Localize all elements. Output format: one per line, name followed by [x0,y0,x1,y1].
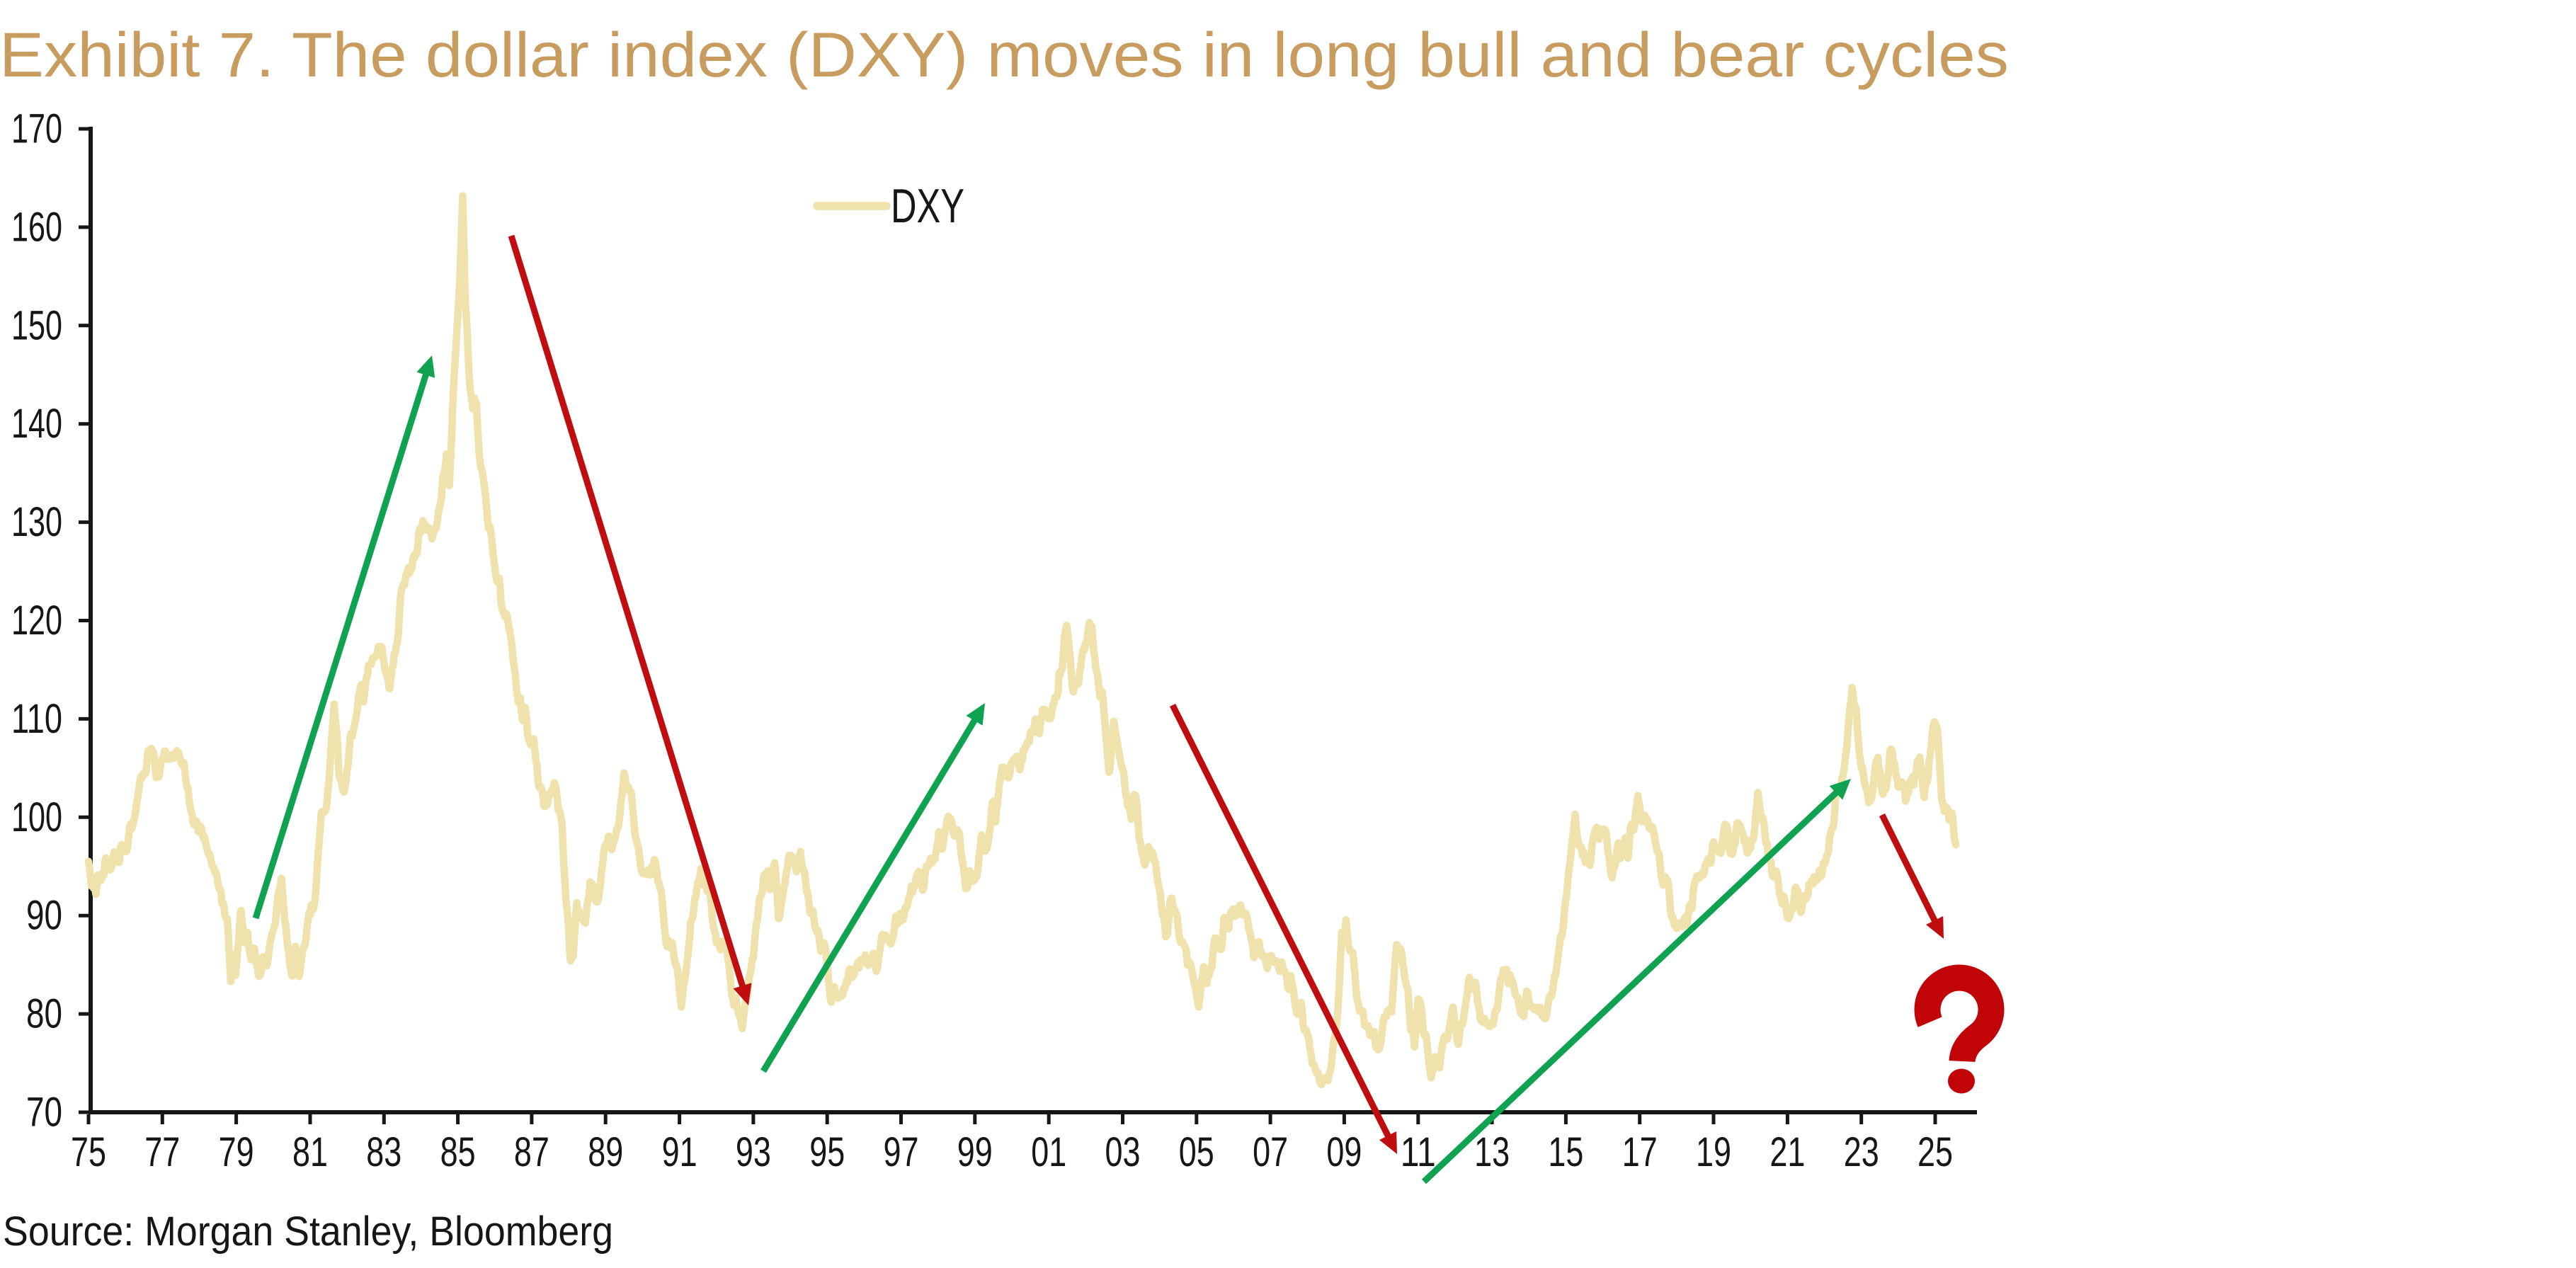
svg-text:97: 97 [884,1129,919,1175]
svg-text:99: 99 [957,1129,993,1175]
svg-text:89: 89 [588,1129,623,1175]
svg-text:100: 100 [11,794,62,840]
svg-text:150: 150 [11,302,62,348]
svg-text:79: 79 [219,1129,254,1175]
svg-text:110: 110 [11,696,62,742]
svg-text:80: 80 [26,991,62,1037]
svg-text:Exhibit 7. The dollar index (D: Exhibit 7. The dollar index (DXY) moves … [0,19,2009,90]
svg-text:11: 11 [1401,1129,1436,1175]
svg-text:160: 160 [11,204,62,250]
svg-text:23: 23 [1844,1129,1879,1175]
svg-text:70: 70 [26,1090,62,1136]
svg-text:120: 120 [11,598,62,644]
svg-text:77: 77 [144,1129,180,1175]
svg-text:17: 17 [1622,1129,1658,1175]
svg-text:85: 85 [440,1129,476,1175]
svg-text:140: 140 [11,401,62,447]
svg-text:87: 87 [514,1129,549,1175]
svg-text:95: 95 [809,1129,845,1175]
svg-text:Source: Morgan Stanley, Bloomb: Source: Morgan Stanley, Bloomberg [3,1209,613,1255]
svg-text:15: 15 [1548,1129,1583,1175]
svg-text:21: 21 [1769,1129,1805,1175]
svg-text:91: 91 [662,1129,697,1175]
svg-text:01: 01 [1031,1129,1066,1175]
svg-text:93: 93 [736,1129,771,1175]
svg-text:05: 05 [1179,1129,1214,1175]
svg-text:170: 170 [11,106,62,152]
svg-text:90: 90 [26,893,62,939]
svg-text:07: 07 [1253,1129,1288,1175]
svg-text:13: 13 [1474,1129,1510,1175]
svg-text:130: 130 [11,499,62,545]
svg-text:81: 81 [292,1129,328,1175]
svg-text:75: 75 [71,1129,106,1175]
svg-text:25: 25 [1917,1129,1953,1175]
svg-text:DXY: DXY [891,179,964,233]
svg-text:09: 09 [1326,1129,1362,1175]
svg-text:83: 83 [366,1129,401,1175]
svg-text:19: 19 [1696,1129,1731,1175]
svg-text:03: 03 [1105,1129,1141,1175]
